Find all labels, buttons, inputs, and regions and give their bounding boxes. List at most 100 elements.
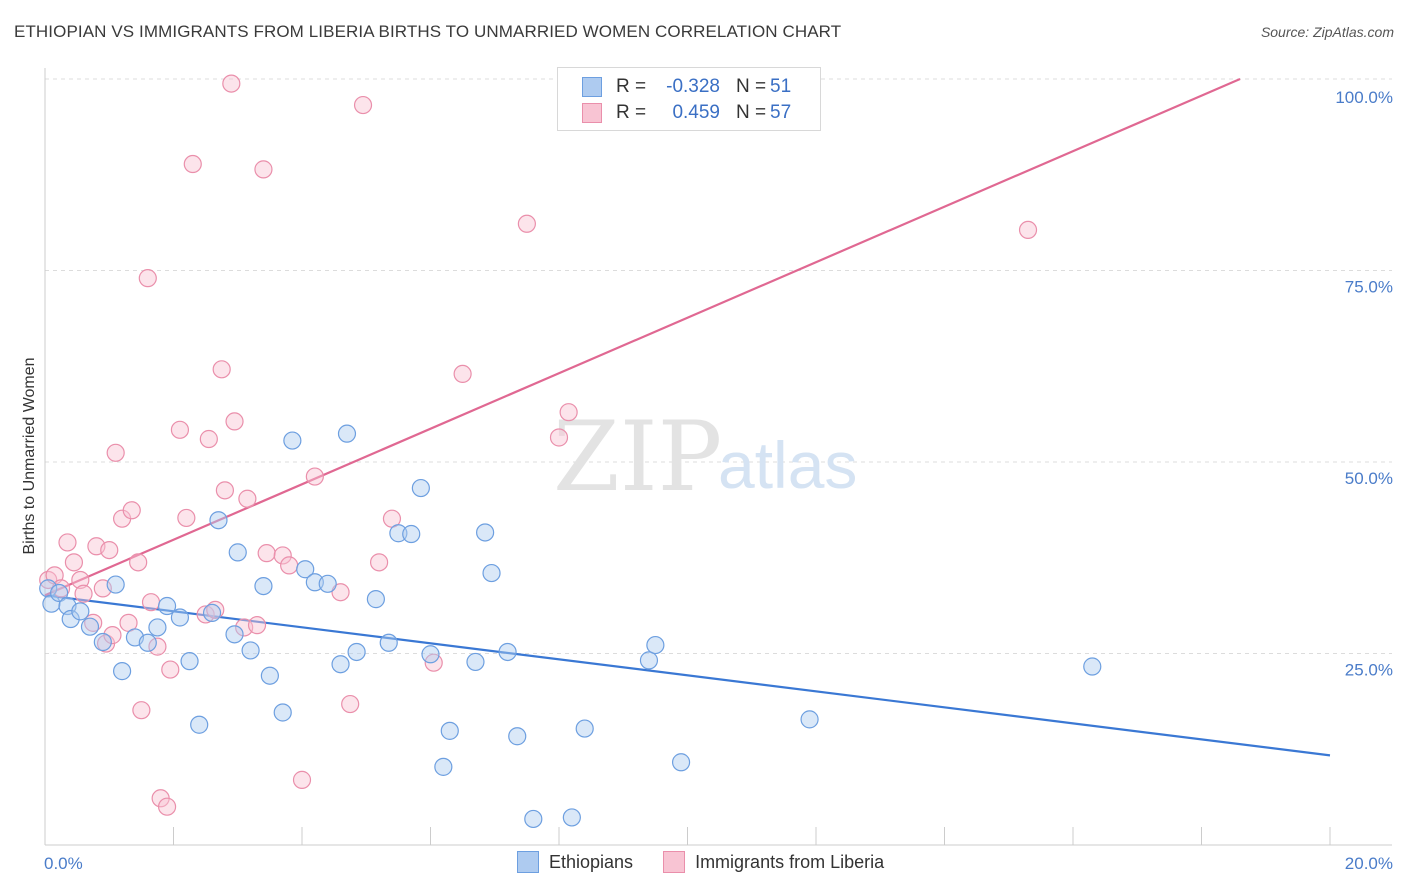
point-liberia xyxy=(157,797,177,816)
point-liberia xyxy=(132,701,151,720)
x-tick-labels: 0.0% 20.0% xyxy=(44,854,1393,873)
point-ethiopians xyxy=(331,655,350,674)
point-liberia xyxy=(222,74,241,93)
point-liberia xyxy=(106,443,125,462)
point-liberia xyxy=(64,553,84,572)
point-ethiopians xyxy=(209,511,228,530)
series-label-liberia: Immigrants from Liberia xyxy=(695,851,885,872)
x-tick-label: 0.0% xyxy=(44,854,83,873)
point-liberia xyxy=(196,605,215,624)
point-ethiopians xyxy=(273,703,292,722)
point-liberia xyxy=(292,770,312,789)
point-liberia xyxy=(103,626,122,645)
point-liberia xyxy=(453,364,472,384)
point-liberia xyxy=(331,583,350,602)
correlation-legend: R = -0.328 N = 51 R = 0.459 N = 57 xyxy=(557,67,821,131)
legend-r-label: R = xyxy=(616,76,647,97)
point-liberia xyxy=(341,694,360,714)
point-liberia xyxy=(353,95,373,115)
point-liberia xyxy=(129,553,148,572)
point-ethiopians xyxy=(225,625,244,644)
point-liberia xyxy=(58,533,77,552)
point-liberia xyxy=(254,160,273,179)
legend-n-value: 57 xyxy=(770,102,792,123)
point-liberia xyxy=(170,420,190,439)
point-ethiopians xyxy=(562,808,581,827)
point-ethiopians xyxy=(482,563,501,583)
point-ethiopians xyxy=(402,524,421,544)
point-ethiopians xyxy=(347,642,366,662)
legend-r-value: -0.328 xyxy=(666,76,720,97)
point-ethiopians xyxy=(80,617,100,636)
y-tick-label: 75.0% xyxy=(1345,278,1393,297)
point-liberia xyxy=(161,660,180,679)
point-ethiopians xyxy=(646,635,665,655)
legend-r-value: 0.459 xyxy=(672,102,720,123)
point-ethiopians xyxy=(524,809,543,829)
point-liberia xyxy=(177,508,196,528)
point-ethiopians xyxy=(93,632,112,652)
point-ethiopians xyxy=(106,575,125,594)
legend-n-label: N = xyxy=(736,76,767,97)
series-legend-item-ethiopians: Ethiopians xyxy=(517,851,633,873)
point-ethiopians xyxy=(228,543,247,562)
watermark: ZIP atlas xyxy=(553,401,857,513)
point-liberia xyxy=(370,553,389,572)
point-liberia xyxy=(215,481,234,500)
point-ethiopians xyxy=(148,618,167,637)
point-ethiopians xyxy=(639,651,659,670)
point-ethiopians xyxy=(318,574,337,593)
point-ethiopians xyxy=(190,715,209,734)
point-ethiopians xyxy=(411,478,430,498)
point-liberia xyxy=(257,544,276,563)
point-liberia xyxy=(199,429,218,449)
legend-n-label: N = xyxy=(736,102,767,123)
point-liberia xyxy=(100,540,119,560)
point-ethiopians xyxy=(466,652,485,672)
point-ethiopians xyxy=(157,596,177,616)
point-ethiopians xyxy=(170,608,190,627)
point-ethiopians xyxy=(800,710,819,729)
point-liberia xyxy=(122,501,141,520)
point-liberia xyxy=(559,403,578,422)
axes xyxy=(44,68,1392,846)
y-axis-label: Births to Unmarried Women xyxy=(21,357,38,554)
point-ethiopians xyxy=(366,590,385,609)
point-ethiopians xyxy=(241,641,260,660)
trend-lines xyxy=(44,77,1331,757)
point-ethiopians xyxy=(39,579,58,598)
point-liberia xyxy=(273,546,292,565)
point-liberia xyxy=(212,360,231,379)
watermark-zip: ZIP xyxy=(553,401,722,513)
point-ethiopians xyxy=(671,753,691,772)
point-ethiopians xyxy=(379,633,398,652)
series-legend: Ethiopians Immigrants from Liberia xyxy=(517,851,914,873)
point-liberia xyxy=(141,593,161,612)
point-liberia xyxy=(238,489,257,508)
watermark-atlas: atlas xyxy=(718,428,857,502)
x-tick-label: 20.0% xyxy=(1345,854,1393,873)
legend-swatch-liberia xyxy=(582,103,602,123)
point-liberia xyxy=(206,600,225,619)
point-ethiopians xyxy=(296,560,315,579)
point-ethiopians xyxy=(337,424,357,443)
y-tick-label: 25.0% xyxy=(1345,661,1393,680)
legend-r-label: R = xyxy=(616,102,647,123)
point-liberia xyxy=(549,428,569,447)
data-points xyxy=(39,72,1102,829)
gridlines xyxy=(45,78,1392,654)
point-ethiopians xyxy=(498,642,517,662)
series-swatch-ethiopians xyxy=(517,851,539,873)
trend-line xyxy=(44,594,1331,757)
point-liberia xyxy=(247,616,267,635)
point-ethiopians xyxy=(434,757,453,776)
point-liberia xyxy=(71,570,90,590)
point-ethiopians xyxy=(138,633,157,652)
legend-row-ethiopians: R = -0.328 N = 51 xyxy=(582,74,791,100)
legend-swatch-ethiopians xyxy=(582,77,602,97)
point-liberia xyxy=(225,412,244,431)
point-liberia xyxy=(517,214,536,233)
point-ethiopians xyxy=(389,524,408,543)
point-ethiopians xyxy=(440,721,459,740)
point-ethiopians xyxy=(476,523,495,542)
